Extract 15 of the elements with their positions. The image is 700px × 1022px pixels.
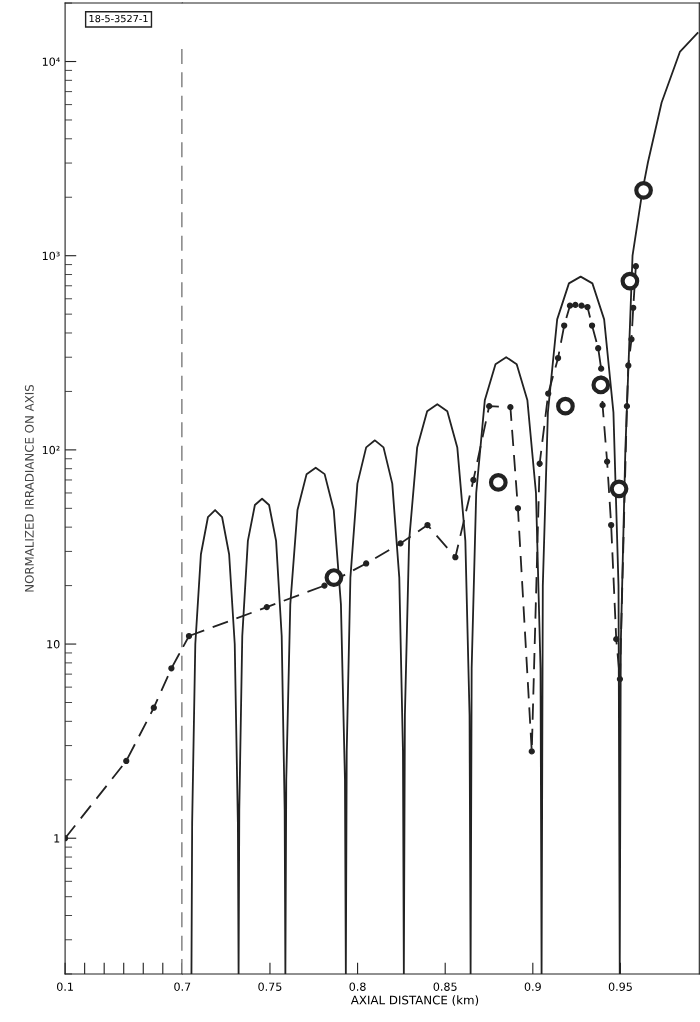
- y-tick-label: 10: [47, 640, 60, 649]
- annotation: 18-5-3527-1: [89, 14, 148, 23]
- x-tick-label: 0.75: [258, 982, 282, 991]
- x-axis-title: AXIAL DISTANCE (km): [350, 995, 479, 1006]
- y-tick-label: 10⁴: [42, 57, 60, 66]
- y-tick-label: 10³: [42, 251, 60, 261]
- x-tick-label: 0.8: [349, 982, 366, 991]
- y-tick-label: 10²: [42, 445, 60, 455]
- x-tick-label: 0.1: [57, 982, 73, 991]
- x-tick-label: 0.7: [174, 982, 191, 991]
- y-tick-label: 1: [54, 834, 60, 843]
- x-tick-label: 0.85: [433, 982, 457, 991]
- y-axis-title: NORMALIZED IRRADIANCE ON AXIS: [24, 384, 34, 592]
- x-tick-label: 0.95: [608, 982, 632, 991]
- x-tick-label: 0.9: [524, 982, 541, 991]
